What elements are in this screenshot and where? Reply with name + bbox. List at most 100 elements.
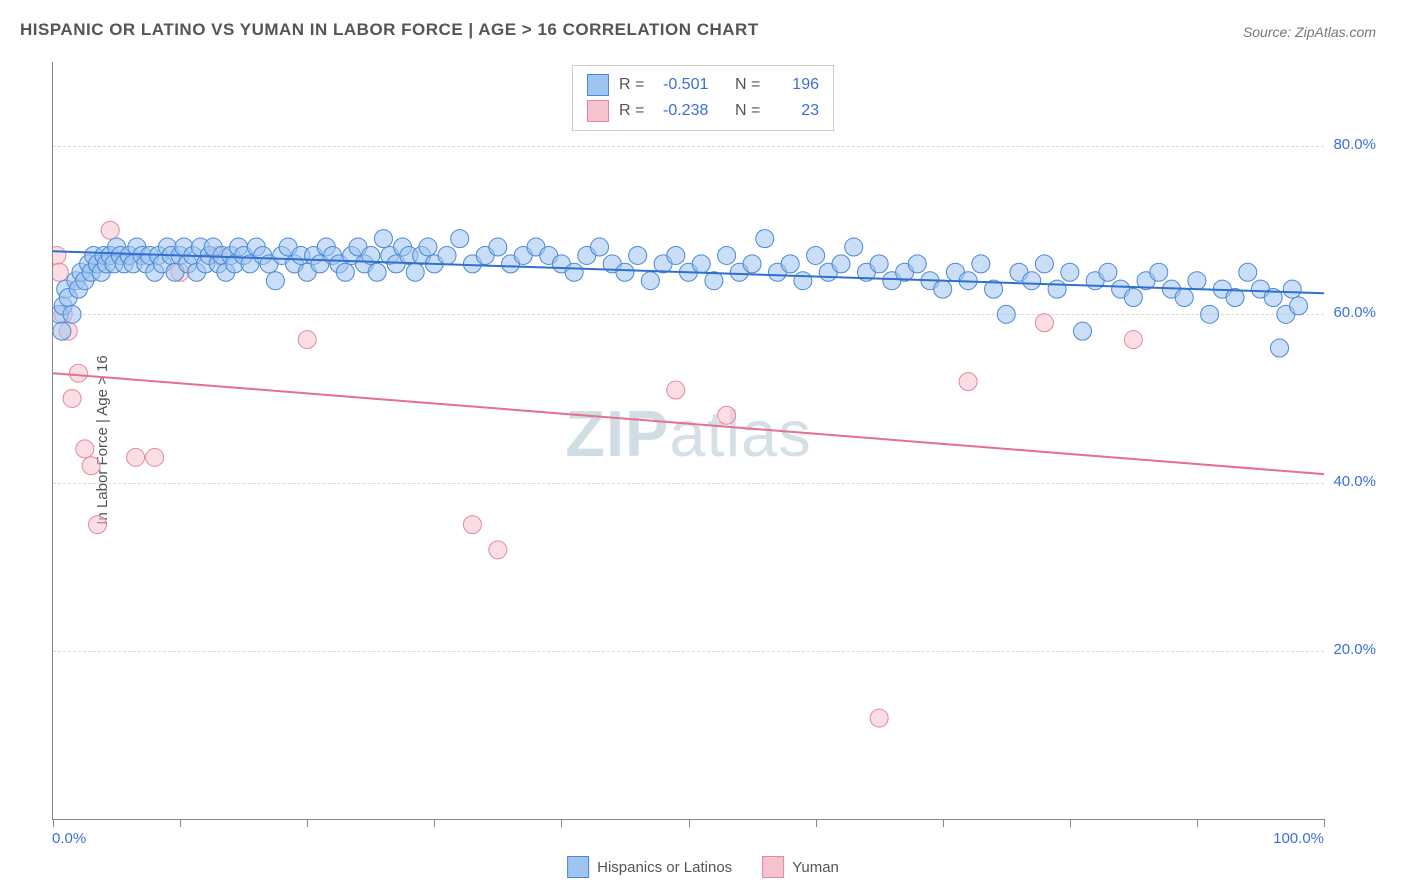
legend-series: Hispanics or Latinos Yuman [567, 856, 839, 878]
legend-series-item: Hispanics or Latinos [567, 856, 732, 878]
data-point [101, 221, 119, 239]
y-tick-label: 20.0% [1333, 641, 1376, 658]
data-point [692, 255, 710, 273]
chart-container: { "title": "HISPANIC OR LATINO VS YUMAN … [0, 0, 1406, 892]
data-point [63, 389, 81, 407]
data-point [985, 280, 1003, 298]
data-point [489, 238, 507, 256]
data-point [781, 255, 799, 273]
data-point [1226, 289, 1244, 307]
data-point [76, 440, 94, 458]
data-point [53, 263, 68, 281]
legend-n-value: 196 [779, 72, 819, 98]
data-point [1283, 280, 1301, 298]
y-tick-label: 60.0% [1333, 304, 1376, 321]
data-point [451, 230, 469, 248]
data-point [1023, 272, 1041, 290]
data-point [406, 263, 424, 281]
data-point [1124, 289, 1142, 307]
data-point [463, 516, 481, 534]
x-tick [1324, 819, 1325, 827]
data-point [1201, 305, 1219, 323]
data-point [591, 238, 609, 256]
x-tick [307, 819, 308, 827]
data-point [870, 709, 888, 727]
data-point [972, 255, 990, 273]
x-tick-label-first: 0.0% [52, 830, 86, 847]
source-label: Source: ZipAtlas.com [1243, 24, 1376, 40]
data-point [565, 263, 583, 281]
data-point [959, 373, 977, 391]
legend-swatch [587, 100, 609, 122]
data-point [1175, 289, 1193, 307]
legend-n-label: N = [735, 72, 769, 98]
data-point [1048, 280, 1066, 298]
legend-r-value: -0.238 [663, 98, 725, 124]
data-point [934, 280, 952, 298]
data-point [743, 255, 761, 273]
plot-area: ZIPatlas [52, 62, 1324, 820]
legend-correlation-row: R = -0.238 N = 23 [587, 98, 819, 124]
x-tick [434, 819, 435, 827]
legend-series-label: Yuman [792, 859, 839, 876]
x-tick [689, 819, 690, 827]
x-tick [816, 819, 817, 827]
legend-r-value: -0.501 [663, 72, 725, 98]
data-point [1188, 272, 1206, 290]
scatter-points-layer [53, 62, 1324, 819]
data-point [845, 238, 863, 256]
legend-n-label: N = [735, 98, 769, 124]
data-point [794, 272, 812, 290]
data-point [997, 305, 1015, 323]
data-point [1061, 263, 1079, 281]
data-point [1239, 263, 1257, 281]
legend-swatch [567, 856, 589, 878]
data-point [53, 322, 71, 340]
data-point [1035, 314, 1053, 332]
data-point [870, 255, 888, 273]
data-point [438, 246, 456, 264]
data-point [959, 272, 977, 290]
x-tick [180, 819, 181, 827]
chart-title: HISPANIC OR LATINO VS YUMAN IN LABOR FOR… [20, 20, 759, 40]
data-point [641, 272, 659, 290]
data-point [807, 246, 825, 264]
legend-r-label: R = [619, 72, 653, 98]
legend-correlation: R = -0.501 N = 196 R = -0.238 N = 23 [572, 65, 834, 131]
data-point [705, 272, 723, 290]
data-point [908, 255, 926, 273]
data-point [127, 448, 145, 466]
data-point [266, 272, 284, 290]
data-point [756, 230, 774, 248]
data-point [629, 246, 647, 264]
data-point [667, 246, 685, 264]
x-tick-label-last: 100.0% [1273, 830, 1324, 847]
x-tick [943, 819, 944, 827]
legend-swatch [587, 74, 609, 96]
data-point [1074, 322, 1092, 340]
data-point [616, 263, 634, 281]
data-point [368, 263, 386, 281]
data-point [298, 331, 316, 349]
data-point [69, 364, 87, 382]
legend-n-value: 23 [779, 98, 819, 124]
data-point [489, 541, 507, 559]
data-point [1099, 263, 1117, 281]
x-tick [1070, 819, 1071, 827]
data-point [1264, 289, 1282, 307]
data-point [82, 457, 100, 475]
data-point [374, 230, 392, 248]
data-point [667, 381, 685, 399]
y-tick-label: 80.0% [1333, 136, 1376, 153]
legend-r-label: R = [619, 98, 653, 124]
data-point [1035, 255, 1053, 273]
data-point [53, 246, 66, 264]
data-point [88, 516, 106, 534]
data-point [718, 406, 736, 424]
legend-series-label: Hispanics or Latinos [597, 859, 732, 876]
data-point [63, 305, 81, 323]
data-point [718, 246, 736, 264]
x-tick [561, 819, 562, 827]
legend-swatch [762, 856, 784, 878]
y-tick-label: 40.0% [1333, 473, 1376, 490]
